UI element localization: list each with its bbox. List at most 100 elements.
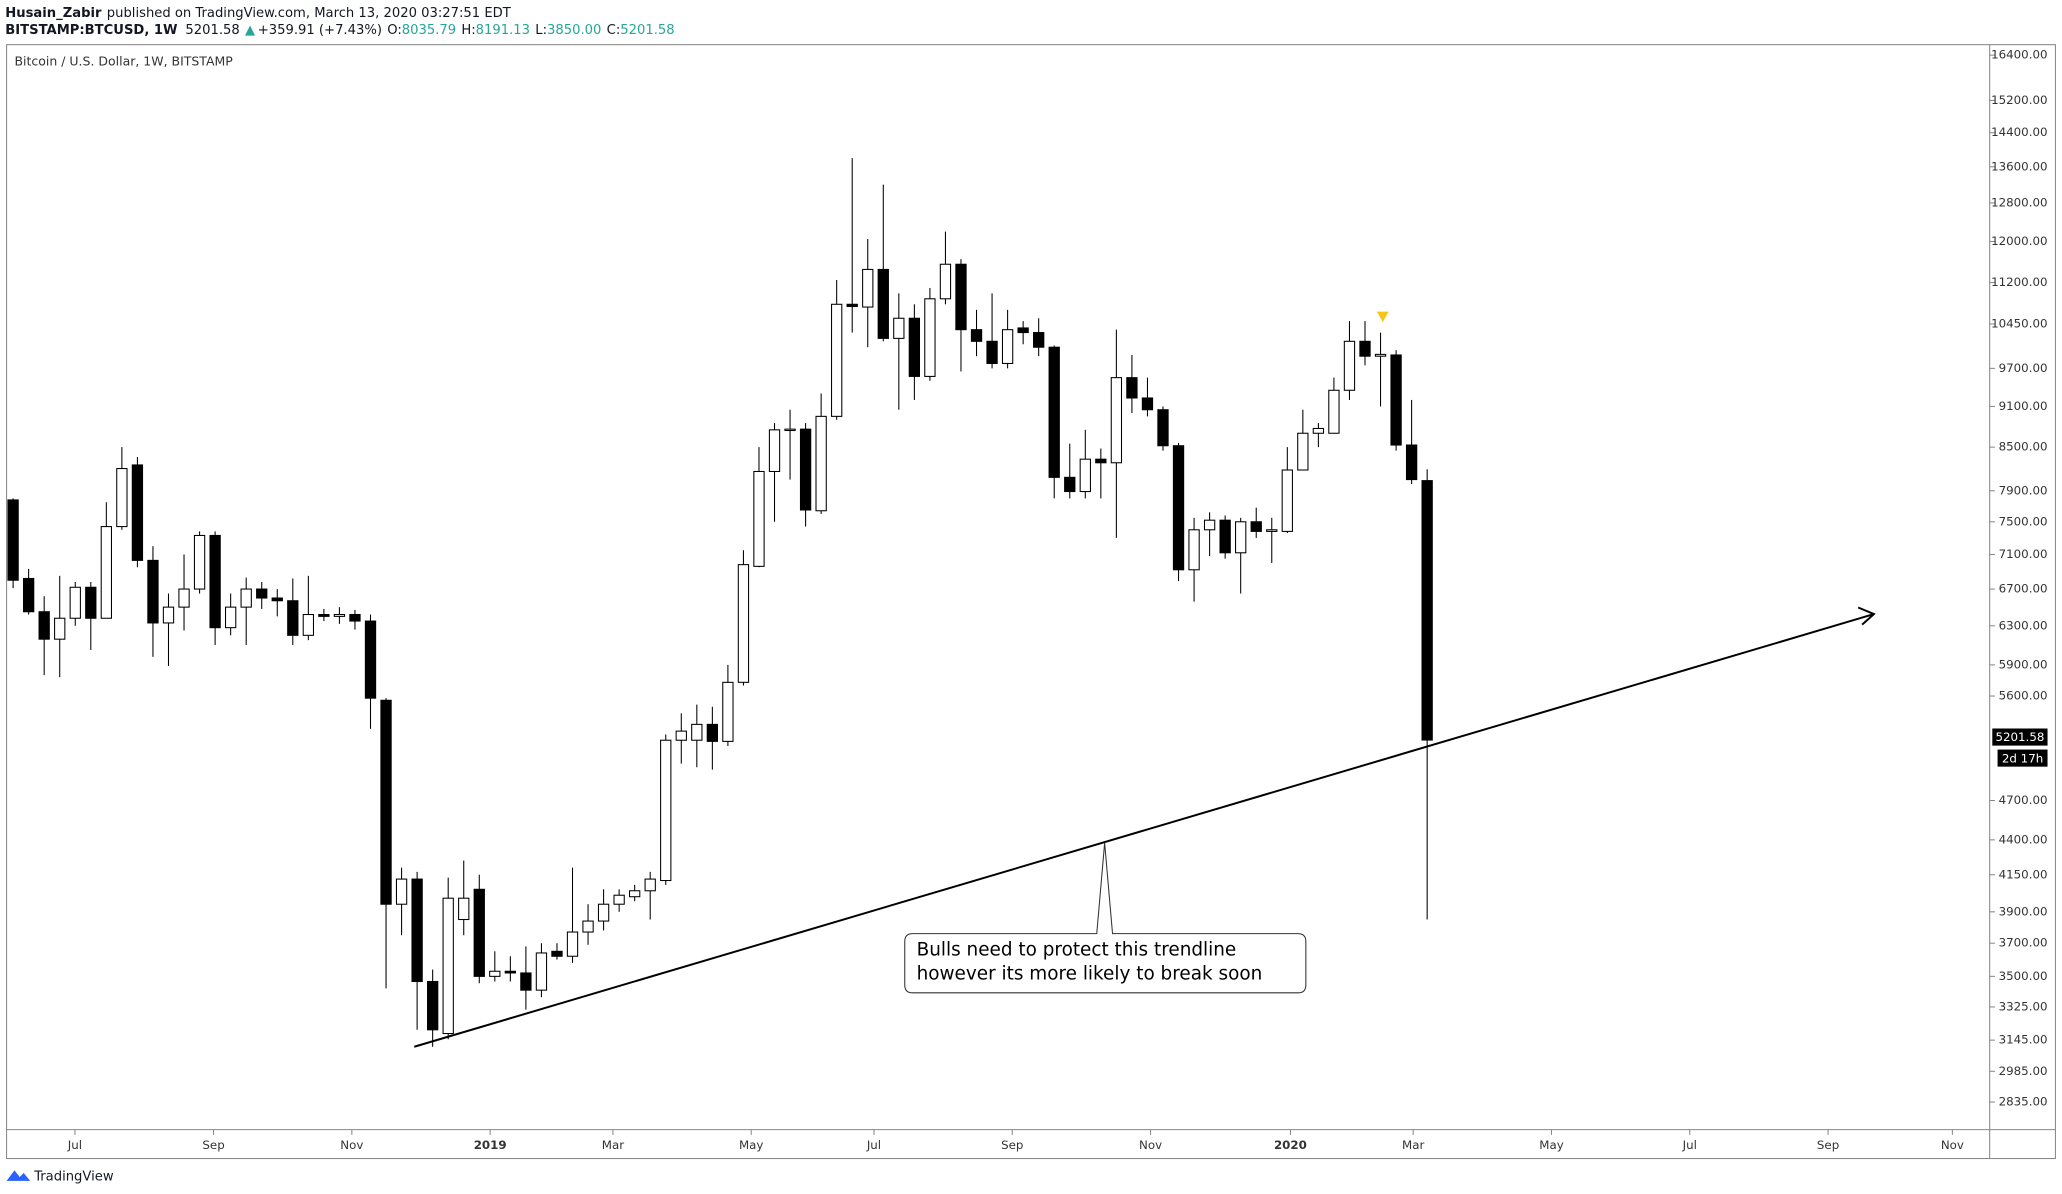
candle-body xyxy=(1359,340,1371,357)
candle-body xyxy=(240,588,252,608)
countdown: 2d 17h xyxy=(2002,751,2043,765)
brand: TradingView xyxy=(33,1169,114,1184)
candle-body xyxy=(271,597,283,602)
arrow: ▲ xyxy=(245,23,256,38)
candle-body xyxy=(1141,397,1154,411)
candle-body xyxy=(799,428,812,511)
candle-body xyxy=(1297,432,1309,471)
header-line-1: Husain_Zabir published on TradingView.com… xyxy=(5,6,511,21)
y-tick-label: 2835.00 xyxy=(1999,1095,2048,1109)
candle-body xyxy=(1188,529,1200,571)
annotation-line: however its more likely to break soon xyxy=(917,963,1263,984)
y-tick-label: 4150.00 xyxy=(1999,867,2048,881)
x-tick-label: Jul xyxy=(67,1138,82,1152)
y-tick-label: 11200.00 xyxy=(1991,275,2047,289)
y-tick-label: 4400.00 xyxy=(1999,832,2048,846)
candle-body xyxy=(551,950,563,957)
y-tick-label: 8500.00 xyxy=(1999,440,2048,454)
candle-body xyxy=(1033,332,1045,348)
candle-body xyxy=(970,329,983,342)
y-tick-label: 3900.00 xyxy=(1999,904,2048,918)
published: published on TradingView.com, March 13, … xyxy=(107,6,512,21)
y-tick-label: 12800.00 xyxy=(1991,195,2047,209)
candle-body xyxy=(178,588,190,608)
candle-body xyxy=(955,263,967,331)
x-tick-label: Mar xyxy=(602,1138,624,1152)
countdown-box xyxy=(1997,749,2048,767)
x-tick-label: Jul xyxy=(866,1138,881,1152)
header-line-2: BITSTAMP:BTCUSD, 1W 5201.58 ▲ +359.91 (+7.4… xyxy=(5,23,674,38)
o-label: O: xyxy=(387,23,402,38)
y-tick-label: 14400.00 xyxy=(1991,125,2047,139)
candle-body xyxy=(737,564,750,683)
candle-body xyxy=(7,499,19,581)
candle-body xyxy=(504,970,517,974)
candle-body xyxy=(287,600,299,636)
candle-body xyxy=(939,263,952,300)
candle-body xyxy=(784,428,796,432)
x-tick-label: 2020 xyxy=(1274,1138,1307,1152)
y-tick-label: 5600.00 xyxy=(1999,689,2048,703)
candle-body xyxy=(831,303,843,417)
h-label: H: xyxy=(461,23,475,38)
o-value: 8035.79 xyxy=(402,23,456,38)
candle-body xyxy=(1001,329,1014,364)
candle-body xyxy=(131,464,144,561)
y-tick-label: 4700.00 xyxy=(1999,793,2048,807)
change: +359.91 (+7.43%) xyxy=(258,23,382,38)
candle-body xyxy=(458,897,470,921)
candle-body xyxy=(1235,521,1247,554)
candle-body xyxy=(209,534,221,629)
candle-body xyxy=(1405,444,1418,481)
candle-body xyxy=(1266,529,1278,532)
y-tick-label: 7100.00 xyxy=(1999,547,2048,561)
frame xyxy=(6,44,2056,1160)
candle-body xyxy=(411,878,423,983)
trendline xyxy=(413,613,1875,1048)
candle-body xyxy=(566,931,579,957)
candle-body xyxy=(893,317,905,339)
candle-body xyxy=(768,429,781,473)
candle-body xyxy=(613,894,625,905)
y-tick-label: 15200.00 xyxy=(1991,93,2047,107)
candle-body xyxy=(582,920,594,933)
candle-body xyxy=(162,606,175,624)
y-tick-label: 7900.00 xyxy=(1999,483,2048,497)
x-tick-label: Jul xyxy=(1682,1138,1697,1152)
candle-body xyxy=(1079,458,1091,493)
x-tick-label: Sep xyxy=(1001,1138,1023,1152)
candle-body xyxy=(69,586,81,619)
c-value: 5201.58 xyxy=(620,23,674,38)
candle-body xyxy=(1157,409,1169,447)
last: 5201.58 xyxy=(185,23,239,38)
candle-body xyxy=(1250,521,1262,532)
annotation-line: Bulls need to protect this trendline xyxy=(917,940,1237,961)
candle-body xyxy=(846,303,858,308)
y-tick-label: 16400.00 xyxy=(1991,48,2047,62)
candle-body xyxy=(473,888,485,977)
x-tick-label: Sep xyxy=(202,1138,224,1152)
candle-body xyxy=(193,534,206,590)
candle-body xyxy=(1343,340,1356,391)
signal-marker xyxy=(1376,311,1389,323)
candle-body xyxy=(520,972,532,991)
candle-body xyxy=(1095,458,1107,464)
chart-title: Bitcoin / U.S. Dollar, 1W, BITSTAMP xyxy=(14,53,233,68)
y-tick-label: 12000.00 xyxy=(1991,234,2047,248)
candle-body xyxy=(224,606,237,629)
x-tick-label: Nov xyxy=(1941,1138,1964,1152)
candle-body xyxy=(38,611,50,640)
y-tick-label: 6300.00 xyxy=(1999,618,2048,632)
y-tick-label: 5900.00 xyxy=(1999,657,2048,671)
y-tick-label: 3500.00 xyxy=(1999,969,2048,983)
l-label: L: xyxy=(535,23,547,38)
candle-body xyxy=(54,617,66,640)
candle-body xyxy=(535,952,548,991)
x-tick-label: Nov xyxy=(340,1138,363,1152)
candle-body xyxy=(256,588,268,599)
candle-body xyxy=(644,878,656,892)
candle-body xyxy=(442,897,454,1035)
y-tick-label: 10450.00 xyxy=(1991,316,2047,330)
candle-body xyxy=(147,559,159,624)
y-tick-label: 9700.00 xyxy=(1999,361,2048,375)
